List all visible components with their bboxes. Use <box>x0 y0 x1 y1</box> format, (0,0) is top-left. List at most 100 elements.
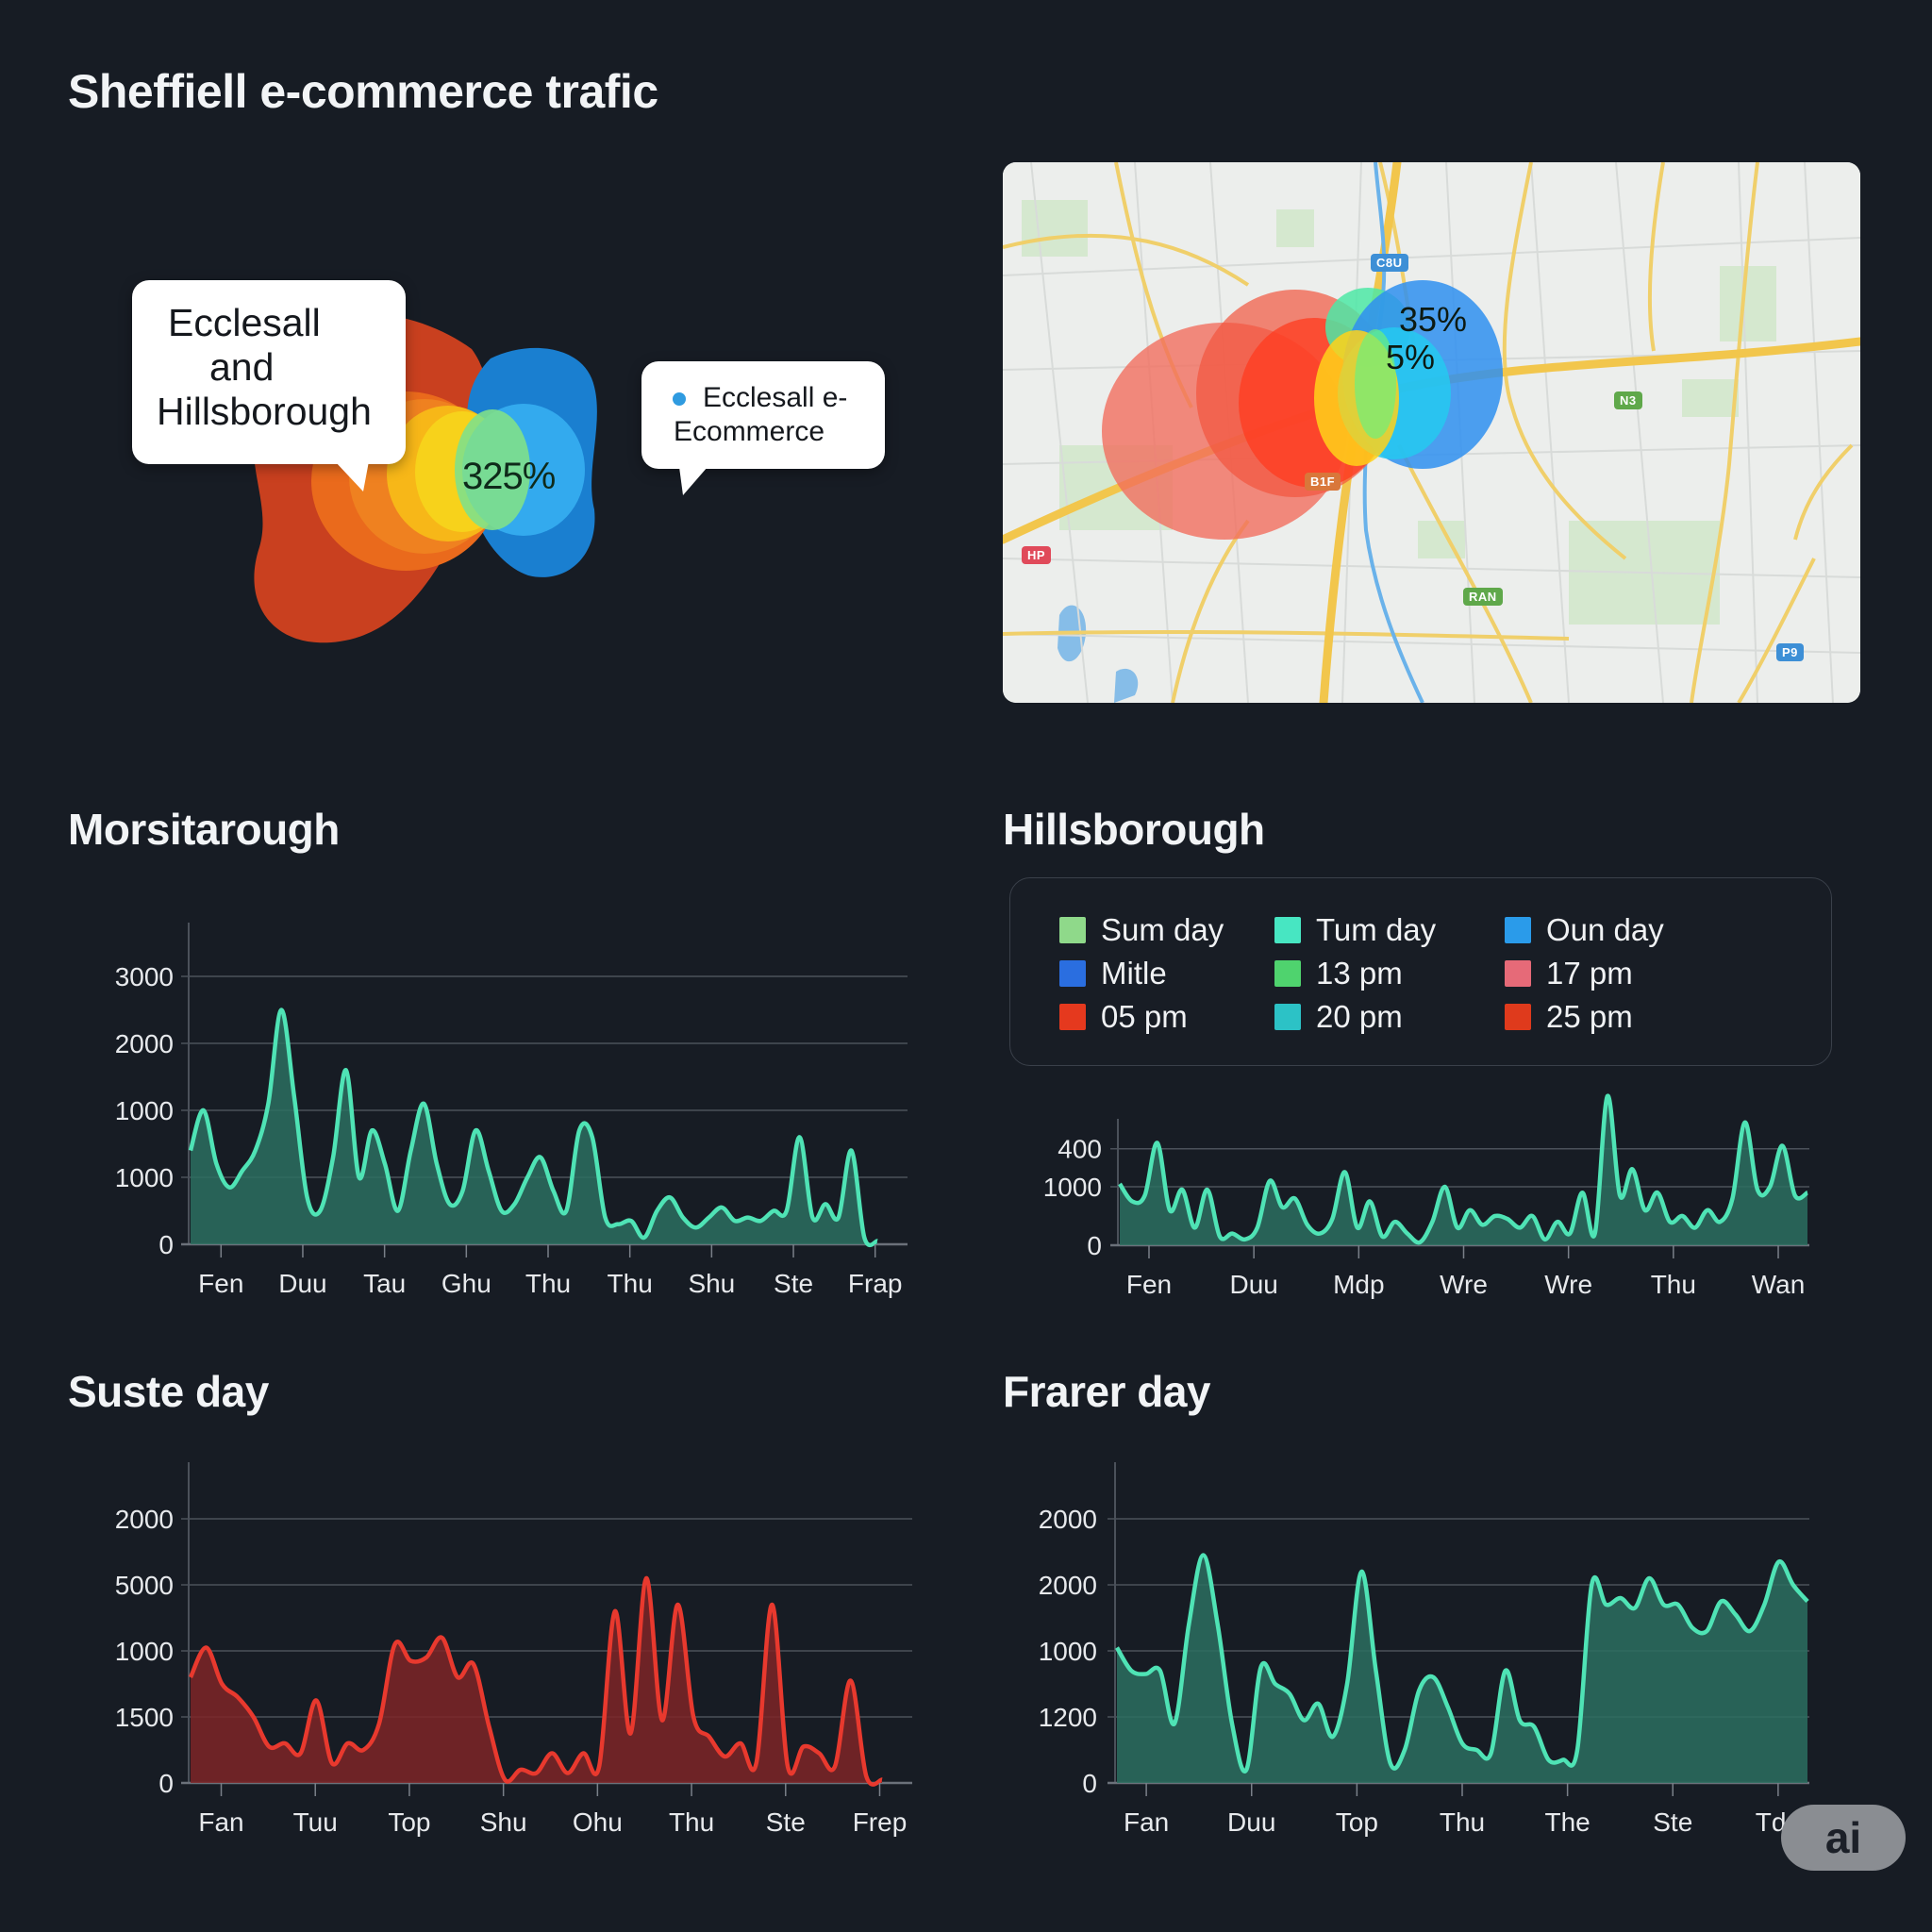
map-canvas <box>1003 162 1860 703</box>
legend-item[interactable]: Oun day <box>1505 912 1664 948</box>
x-tick-label: Duu <box>1227 1807 1275 1837</box>
legend-label: 17 pm <box>1546 956 1633 991</box>
legend-item[interactable]: Tum day <box>1274 912 1436 948</box>
map-road-badge[interactable]: RAN <box>1463 588 1503 606</box>
callout-tail <box>335 461 369 491</box>
region-callout: Ecclesall and Hillsborough <box>132 280 406 491</box>
map-label-secondary: 5% <box>1386 338 1436 376</box>
y-tick-label: 3000 <box>115 962 174 991</box>
map-road-badge[interactable]: N3 <box>1614 391 1642 409</box>
x-tick-label: Top <box>1336 1807 1378 1837</box>
legend-label: 20 pm <box>1316 999 1403 1034</box>
callout-tail <box>679 467 708 495</box>
legend-item[interactable]: Sum day <box>1059 912 1224 948</box>
x-tick-label: Shu <box>480 1807 527 1837</box>
legend-swatch <box>1059 960 1086 987</box>
x-tick-label: Tuu <box>293 1807 338 1837</box>
legend-swatch <box>1274 917 1301 943</box>
x-tick-label: Fan <box>198 1807 243 1837</box>
ecommerce-callout: Ecclesall e- Ecommerce <box>641 361 885 495</box>
series-line <box>1115 1553 1809 1774</box>
legend-item[interactable]: 13 pm <box>1274 956 1403 991</box>
x-tick-label: Wre <box>1440 1270 1488 1299</box>
series-area <box>1117 1555 1807 1783</box>
roads <box>1003 162 1854 703</box>
x-tick-label: Thu <box>1651 1270 1696 1299</box>
y-tick-label: 0 <box>1087 1231 1102 1260</box>
x-tick-label: Ste <box>1653 1807 1692 1837</box>
x-tick-label: Mdp <box>1333 1270 1384 1299</box>
y-tick-label: 0 <box>1082 1769 1097 1798</box>
legend-label: Mitle <box>1101 956 1167 991</box>
y-tick-label: 1500 <box>115 1703 174 1732</box>
y-tick-label: 1000 <box>115 1163 174 1192</box>
y-tick-label: 2000 <box>1039 1505 1097 1534</box>
heat-zones <box>1102 280 1503 540</box>
legend-label: 13 pm <box>1316 956 1403 991</box>
x-tick-label: Ghu <box>441 1269 491 1298</box>
page-title: Sheffiell e-commerce trafic <box>68 65 658 118</box>
series-line <box>1118 1093 1809 1245</box>
legend-dot <box>673 392 686 406</box>
legend-item[interactable]: 25 pm <box>1505 999 1633 1035</box>
x-tick-label: Frap <box>848 1269 903 1298</box>
x-tick-label: The <box>1545 1807 1591 1837</box>
chart-title-frarer-day: Frarer day <box>1003 1367 1211 1416</box>
legend-swatch <box>1059 1004 1086 1030</box>
legend-swatch <box>1274 1004 1301 1030</box>
series-line <box>188 1008 878 1248</box>
legend-swatch <box>1505 1004 1531 1030</box>
x-tick-label: Top <box>388 1807 430 1837</box>
map-label-primary: 35% <box>1399 300 1468 339</box>
y-tick-label: 1000 <box>115 1637 174 1666</box>
y-tick-label: 400 <box>1058 1135 1102 1164</box>
x-tick-label: Ohu <box>573 1807 623 1837</box>
legend-label: Oun day <box>1546 912 1664 947</box>
legend-label: 25 pm <box>1546 999 1633 1034</box>
x-tick-label: Ste <box>774 1269 813 1298</box>
chart-title-morsitarough: Morsitarough <box>68 805 340 854</box>
x-tick-label: Wan <box>1752 1270 1806 1299</box>
x-tick-label: Thu <box>669 1807 714 1837</box>
x-tick-label: Thu <box>1440 1807 1485 1837</box>
legend-item[interactable]: 17 pm <box>1505 956 1633 991</box>
callout-line: Ecommerce <box>674 416 825 447</box>
legend-swatch <box>1059 917 1086 943</box>
series-area <box>1120 1095 1807 1245</box>
legend-item[interactable]: 05 pm <box>1059 999 1188 1035</box>
map-road-badge[interactable]: C8U <box>1371 254 1408 272</box>
callout-line: and <box>209 345 275 389</box>
map-road-badge[interactable]: B1F <box>1305 473 1341 491</box>
y-tick-label: 2000 <box>115 1029 174 1058</box>
chart-title-hillsborough: Hillsborough <box>1003 805 1265 854</box>
callout-line: Hillsborough <box>157 390 372 433</box>
legend-item[interactable]: Mitle <box>1059 956 1167 991</box>
map-road-badge[interactable]: P9 <box>1776 643 1804 661</box>
ai-badge[interactable]: ai <box>1781 1805 1906 1871</box>
series-area <box>191 1577 882 1785</box>
y-tick-label: 5000 <box>115 1571 174 1600</box>
x-tick-label: Shu <box>688 1269 735 1298</box>
legend-label: Tum day <box>1316 912 1437 947</box>
heatmap-map[interactable]: 35% 5% C8U N3 B1F HP RAN P9 <box>1003 162 1860 703</box>
x-tick-label: Fan <box>1124 1807 1169 1837</box>
x-tick-label: Fen <box>1126 1270 1172 1299</box>
x-tick-label: Thu <box>525 1269 571 1298</box>
heat-green-core <box>1355 329 1396 439</box>
legend-swatch <box>1505 917 1531 943</box>
y-tick-label: 1200 <box>1039 1703 1097 1732</box>
legend-item[interactable]: 20 pm <box>1274 999 1403 1035</box>
y-tick-label: 1000 <box>115 1096 174 1125</box>
callout-line: Ecclesall <box>168 301 321 344</box>
series-area <box>191 1009 877 1245</box>
x-tick-label: Frep <box>853 1807 908 1837</box>
map-road-badge[interactable]: HP <box>1022 546 1052 564</box>
legend-label: 05 pm <box>1101 999 1188 1034</box>
y-tick-label: 1000 <box>1039 1637 1097 1666</box>
x-tick-label: Wre <box>1544 1270 1592 1299</box>
y-tick-label: 2000 <box>115 1505 174 1534</box>
x-tick-label: Duu <box>278 1269 326 1298</box>
legend-label: Sum day <box>1101 912 1224 947</box>
y-tick-label: 0 <box>158 1769 174 1798</box>
legend-swatch <box>1505 960 1531 987</box>
